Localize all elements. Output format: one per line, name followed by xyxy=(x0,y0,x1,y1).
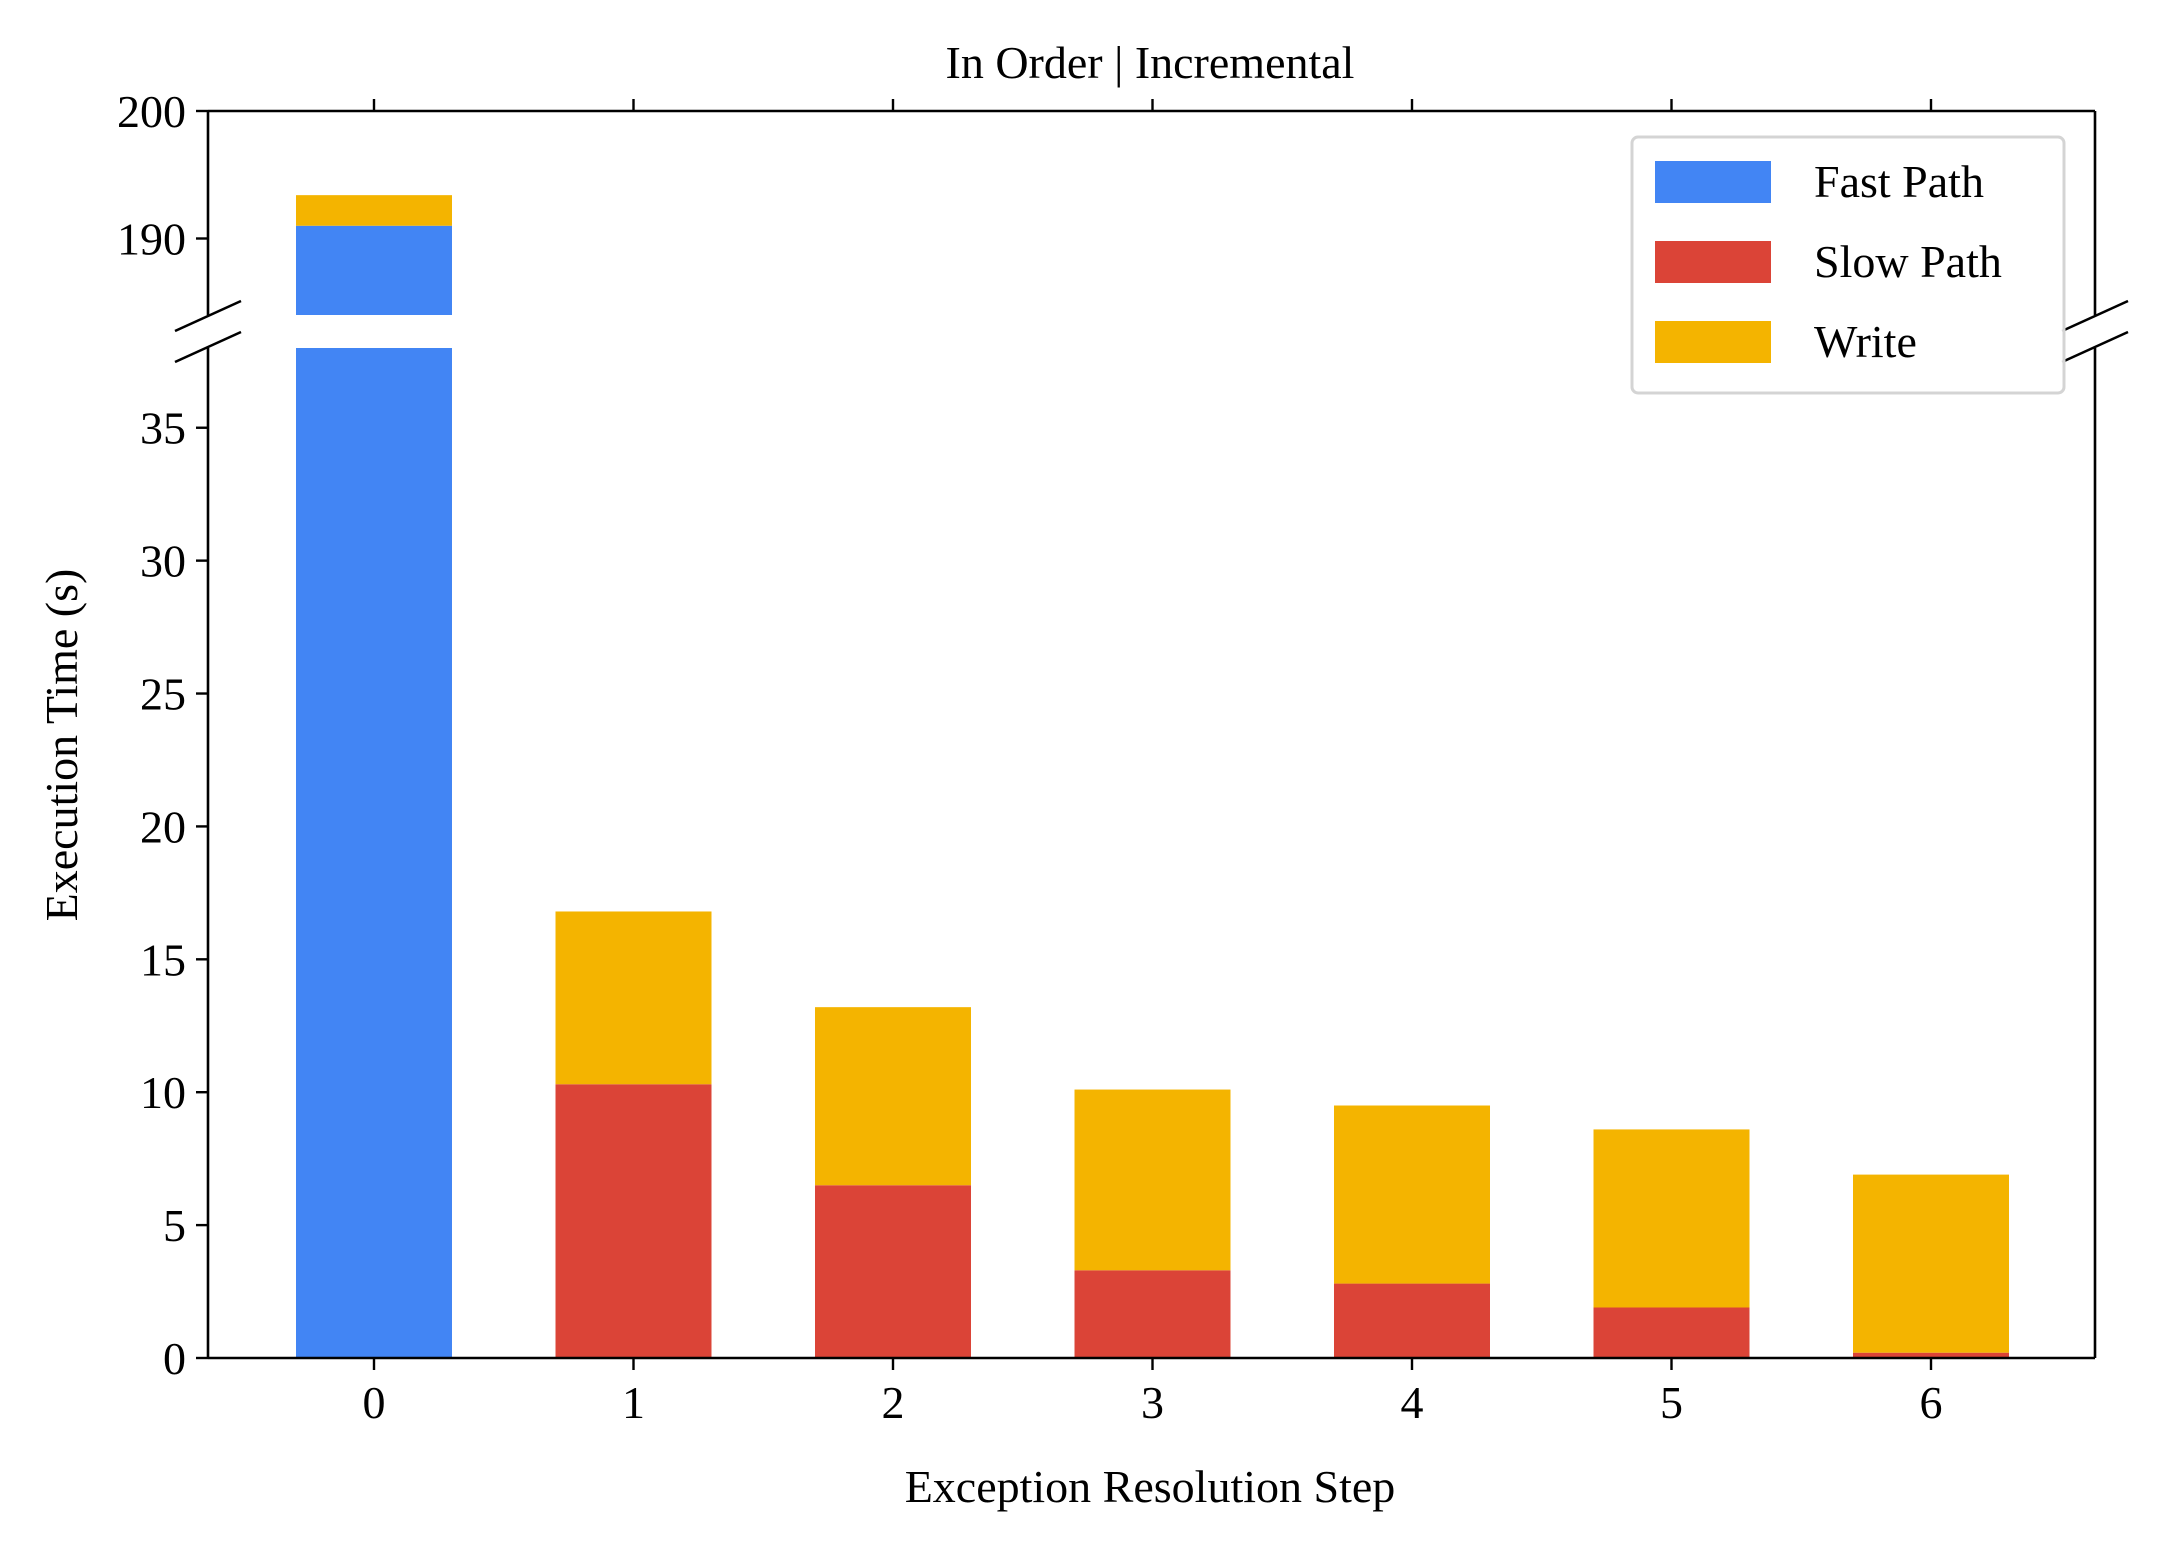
bar-write-step-5 xyxy=(1593,1129,1750,1308)
legend-label-write: Write xyxy=(1814,316,1917,367)
y-tick-label: 10 xyxy=(140,1067,186,1118)
legend-label-slow-path: Slow Path xyxy=(1814,236,2002,287)
y-tick-label: 15 xyxy=(140,934,186,985)
bar-write-step-4 xyxy=(1334,1105,1490,1284)
bar-fast-path-step-0 xyxy=(296,348,452,1358)
y-tick-label: 35 xyxy=(140,403,186,454)
bar-fast-path-step-0-upper xyxy=(296,225,452,315)
bar-slow-path-step-3 xyxy=(1074,1270,1231,1358)
x-tick-label: 1 xyxy=(622,1377,645,1428)
bar-slow-path-step-5 xyxy=(1593,1307,1750,1358)
legend-swatch-write xyxy=(1655,321,1771,363)
bar-write-step-6 xyxy=(1853,1174,2009,1353)
bar-write-step-0-upper xyxy=(296,195,452,226)
legend-label-fast-path: Fast Path xyxy=(1814,156,1984,207)
y-tick-label: 20 xyxy=(140,801,186,852)
legend-swatch-slow-path xyxy=(1655,241,1771,283)
x-tick-label: 3 xyxy=(1141,1377,1164,1428)
x-tick-label: 5 xyxy=(1660,1377,1683,1428)
bar-slow-path-step-1 xyxy=(555,1084,712,1358)
bars-layer xyxy=(296,195,2009,1358)
break-mark-right-upper xyxy=(2061,299,2129,333)
y-tick-label: 30 xyxy=(140,536,186,587)
bar-slow-path-step-6 xyxy=(1853,1352,2009,1358)
x-tick-label: 2 xyxy=(882,1377,905,1428)
ticks-layer: 0 5 10 15 20 25 30 35 190 200 0 1 2 3 4 5 6 xyxy=(117,86,1943,1428)
legend: Fast Path Slow Path Write xyxy=(1630,135,2066,395)
x-axis-label: Exception Resolution Step xyxy=(905,1461,1396,1512)
bar-write-step-2 xyxy=(815,1007,971,1186)
break-mark-right-lower xyxy=(2061,330,2129,364)
bar-slow-path-step-4 xyxy=(1334,1283,1490,1358)
bar-slow-path-step-2 xyxy=(815,1185,971,1358)
y-tick-label-upper: 200 xyxy=(117,86,186,137)
x-tick-label: 0 xyxy=(363,1377,386,1428)
y-axis-label: Execution Time (s) xyxy=(36,569,87,922)
lower-panel-bars xyxy=(296,348,2009,1358)
x-tick-label: 4 xyxy=(1401,1377,1424,1428)
legend-swatch-fast-path xyxy=(1655,161,1771,203)
y-tick-label-upper: 190 xyxy=(117,214,186,265)
bar-write-step-3 xyxy=(1074,1089,1231,1271)
break-mark-left-upper xyxy=(174,299,242,333)
break-mark-left-lower xyxy=(174,330,242,364)
y-tick-label: 25 xyxy=(140,669,186,720)
x-tick-label: 6 xyxy=(1920,1377,1943,1428)
bar-write-step-1 xyxy=(555,911,712,1085)
upper-panel-bars xyxy=(296,195,452,315)
y-tick-label: 0 xyxy=(163,1333,186,1384)
chart-title: In Order | Incremental xyxy=(946,37,1355,88)
y-tick-label: 5 xyxy=(163,1200,186,1251)
